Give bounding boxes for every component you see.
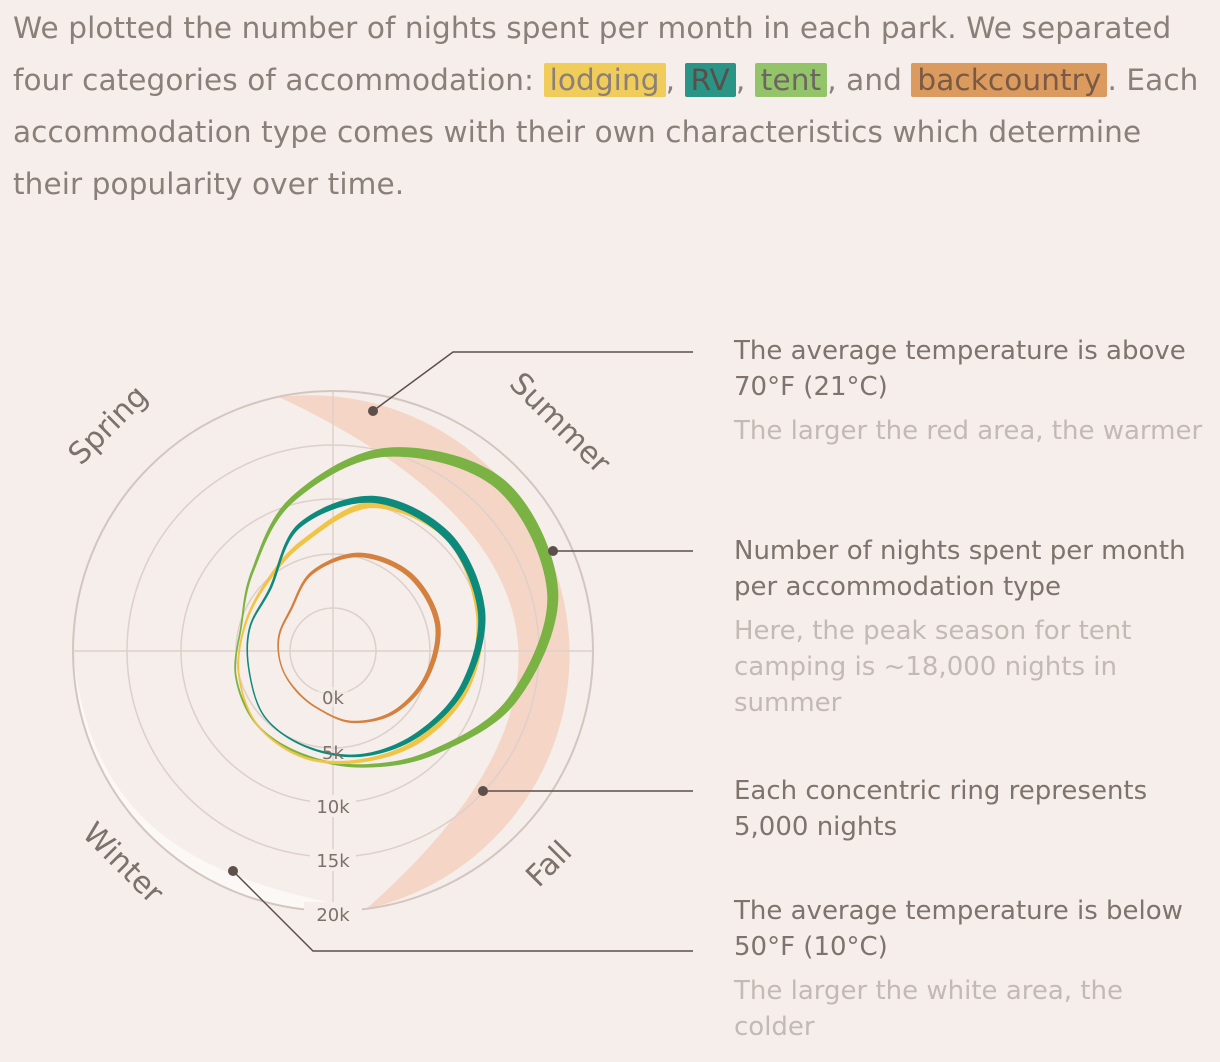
leader-dot [478, 786, 488, 796]
annotation-warm-main: The average temperature is above 70°F (2… [734, 336, 1186, 402]
rv-highlight: RV [684, 63, 736, 97]
ring-label-0k: 0k [322, 688, 344, 709]
series-backcountry-line [277, 552, 441, 724]
annotation-nights: Number of nights spent per month per acc… [734, 533, 1204, 721]
leader-cold [232, 870, 693, 952]
leader-dot [228, 866, 238, 876]
season-label-summer: Summer [502, 366, 617, 481]
intro-paragraph: We plotted the number of nights spent pe… [13, 2, 1213, 210]
ring-label-20k: 20k [316, 905, 350, 926]
leader-dot [368, 406, 378, 416]
leader-warm [372, 351, 693, 412]
ring-label-bg [318, 687, 348, 707]
annotation-cold: The average temperature is below 50°F (1… [734, 893, 1204, 1045]
annotation-nights-main: Number of nights spent per month per acc… [734, 536, 1186, 602]
intro-separator: , and [827, 63, 912, 97]
annotation-ring: Each concentric ring represents 5,000 ni… [734, 773, 1204, 845]
tent-highlight: tent [754, 63, 828, 97]
ring-label-15k: 15k [316, 851, 350, 872]
annotation-nights-sub: Here, the peak season for tent camping i… [734, 616, 1132, 718]
ring-labels: 0k 5k 10k 15k 20k [304, 687, 362, 926]
annotation-cold-sub: The larger the white area, the colder [734, 976, 1123, 1042]
ring-label-bg [310, 849, 356, 871]
axes [73, 391, 593, 911]
annotation-warm-sub: The larger the red area, the warmer [734, 416, 1203, 446]
ring-label-bg [304, 902, 362, 926]
annotation-cold-main: The average temperature is below 50°F (1… [734, 896, 1183, 962]
annotation-warm: The average temperature is above 70°F (2… [734, 333, 1204, 449]
warm-area [279, 395, 570, 909]
intro-separator: , [665, 63, 685, 97]
intro-separator: , [735, 63, 755, 97]
leader-lines [232, 351, 693, 952]
ring-label-10k: 10k [316, 797, 350, 818]
backcountry-highlight: backcountry [911, 63, 1108, 97]
lodging-highlight: lodging [543, 63, 666, 97]
ring-label-bg [310, 795, 356, 817]
season-label-spring: Spring [62, 379, 155, 472]
intro-text-before: We plotted the number of nights spent pe… [13, 11, 1172, 97]
ring-label-5k: 5k [322, 743, 344, 764]
leader-dots [228, 406, 558, 876]
series-backcountry [277, 552, 441, 724]
annotation-ring-main: Each concentric ring represents 5,000 ni… [734, 776, 1148, 842]
leader-dot [548, 546, 558, 556]
intro-text-after: . Each accommodation type comes with the… [13, 63, 1199, 201]
season-label-fall: Fall [519, 834, 579, 894]
